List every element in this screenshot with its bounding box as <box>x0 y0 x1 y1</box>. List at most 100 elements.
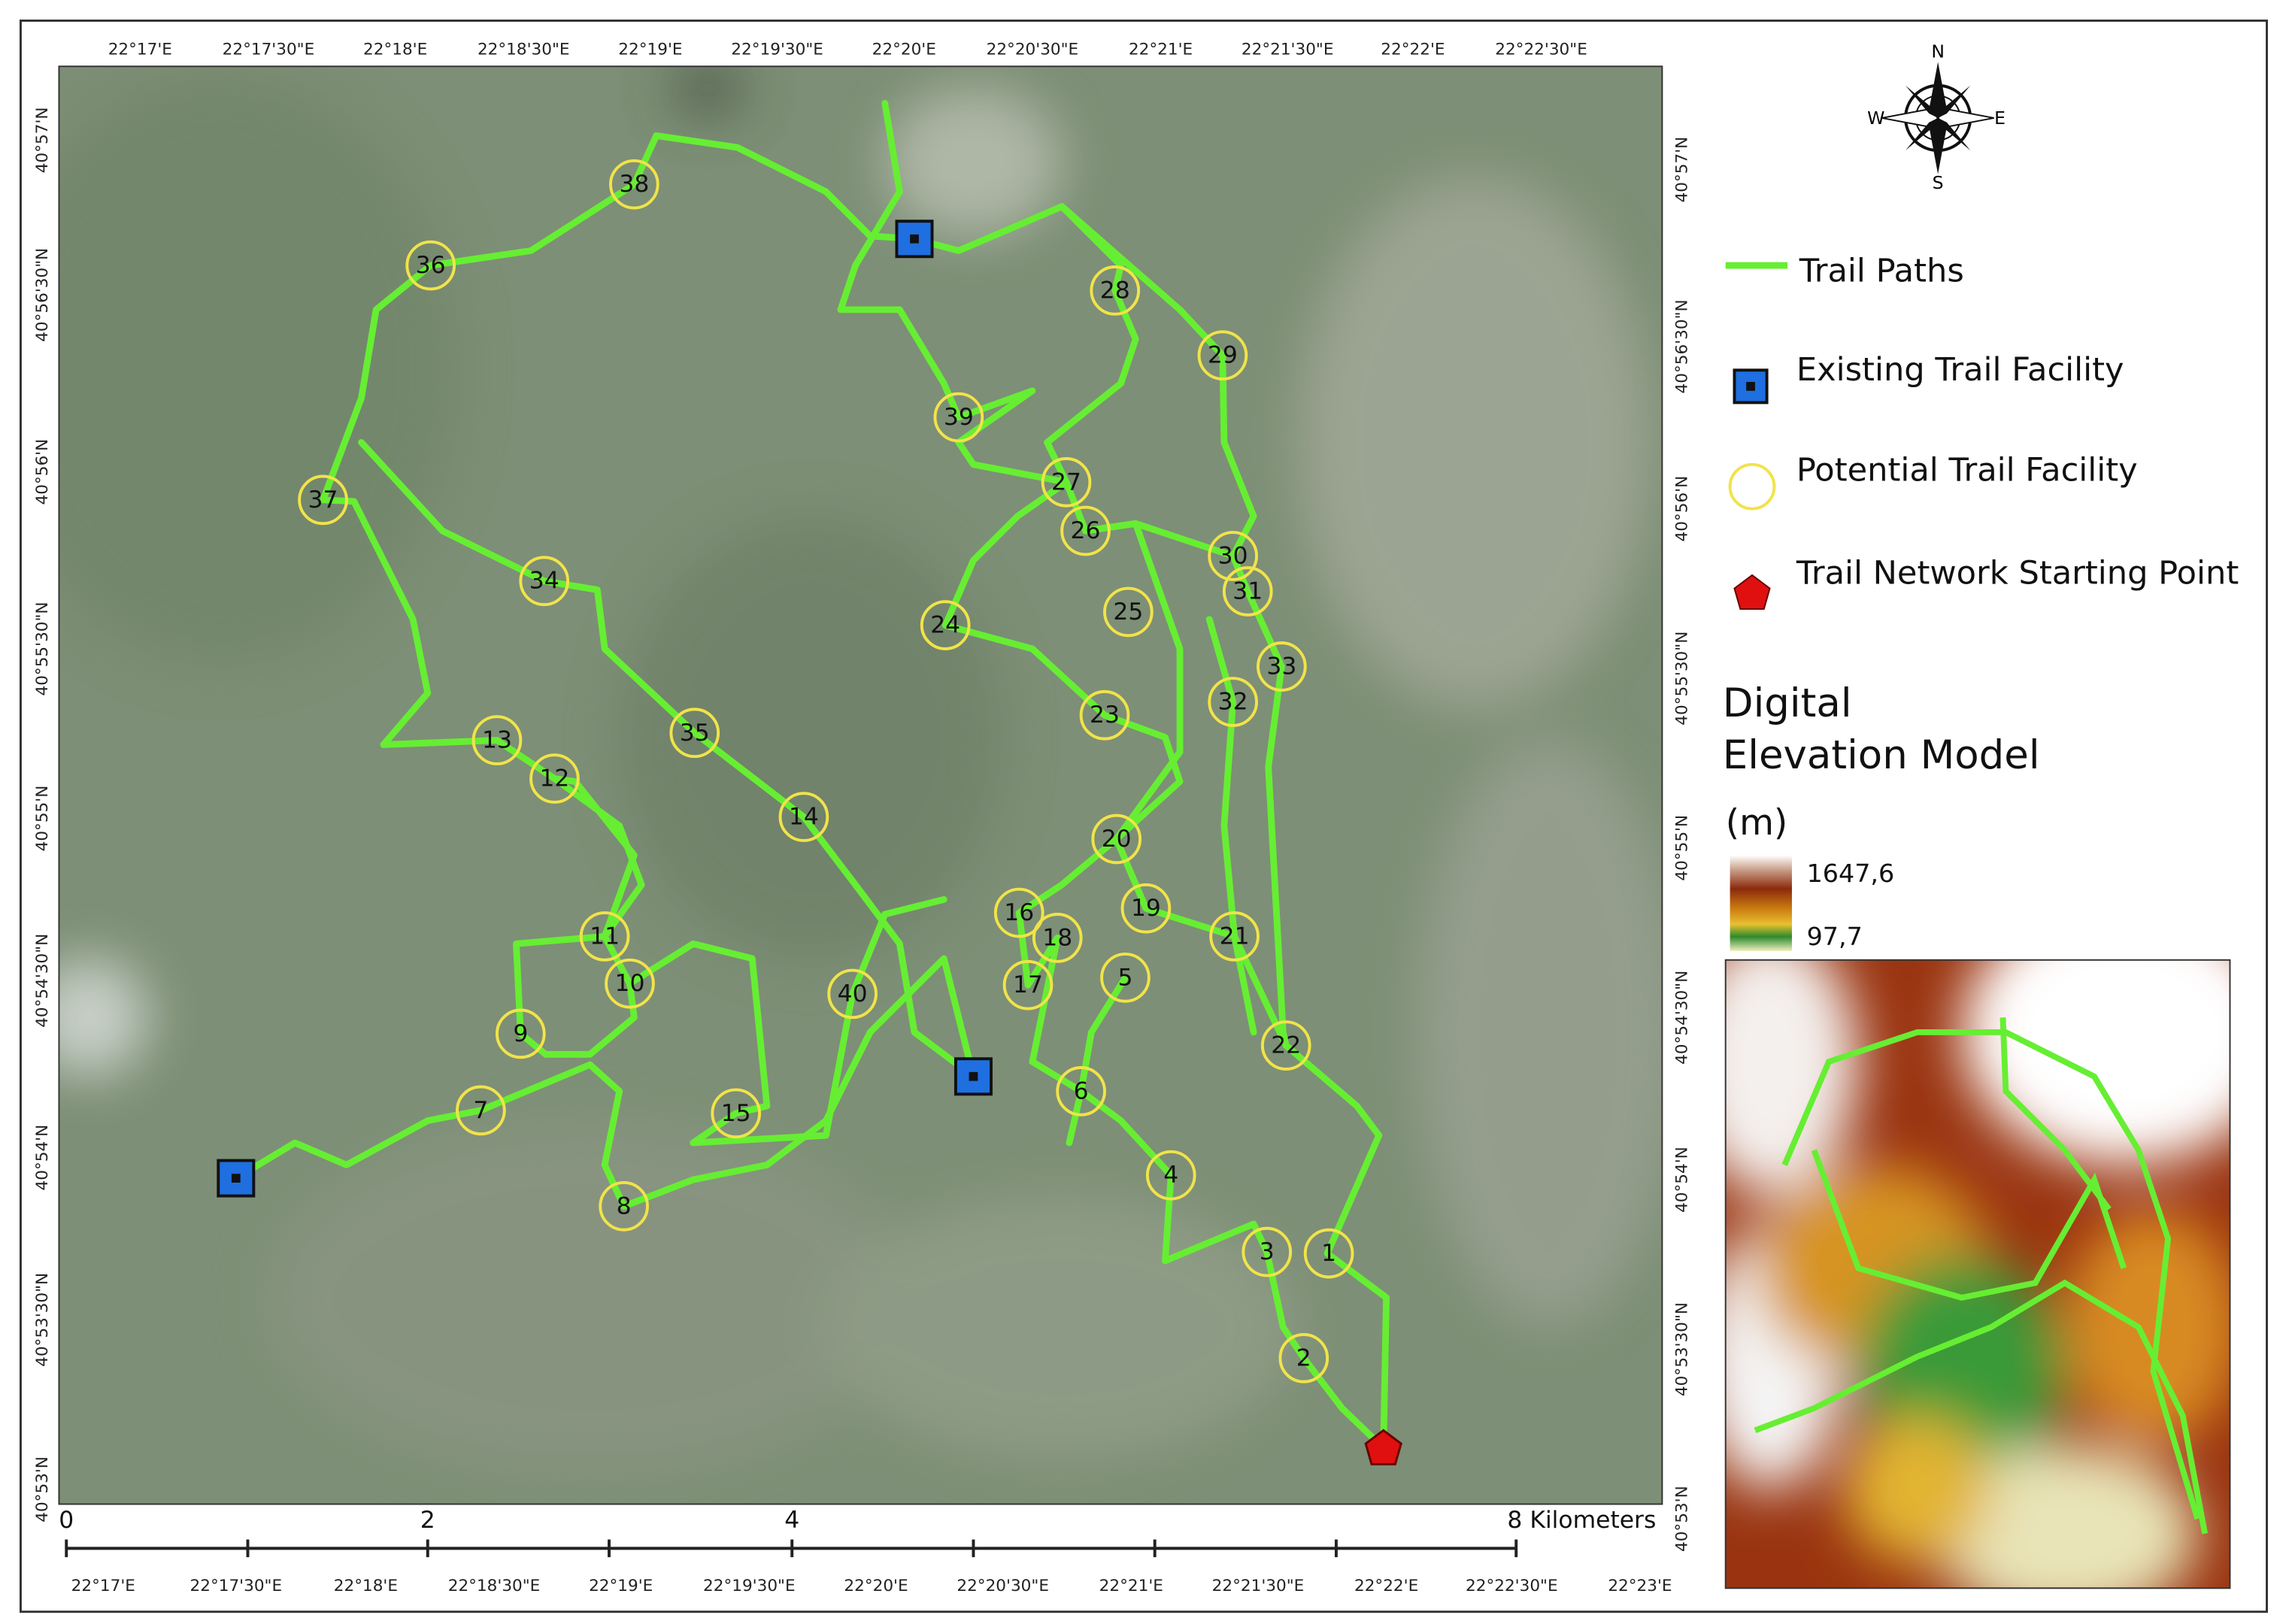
existing-facility <box>895 220 934 259</box>
facility-label: 7 <box>473 1097 488 1124</box>
dem-title-box: Digital Elevation Model <box>1723 681 2040 778</box>
bottom-coordinate: 22°21'30"E <box>1212 1577 1305 1595</box>
dem-max: 1647,6 <box>1807 859 1895 888</box>
top-coordinate: 22°21'30"E <box>1242 41 1334 59</box>
trail-path <box>837 99 1070 486</box>
scale-label: 0 <box>59 1507 74 1534</box>
facility-label: 36 <box>416 252 446 279</box>
facility-label: 6 <box>1074 1077 1089 1104</box>
left-coordinate: 40°54'N <box>33 1125 52 1191</box>
trail-network <box>232 99 1390 1452</box>
facility-label: 12 <box>539 765 569 792</box>
left-coordinate: 40°56'30"N <box>33 248 52 342</box>
facility-marker <box>1091 814 1142 865</box>
satellite-image <box>59 66 1663 1504</box>
left-coordinate: 40°55'30"N <box>33 601 52 695</box>
facility-marker <box>456 1085 506 1136</box>
map-border <box>58 65 1663 1505</box>
facility-marker <box>1242 1226 1293 1277</box>
trail-path <box>513 775 645 1038</box>
bottom-coordinate: 22°20'30"E <box>957 1577 1049 1595</box>
bottom-coordinate: 22°22'30"E <box>1466 1577 1558 1595</box>
top-coordinate: 22°21'E <box>1129 41 1193 59</box>
top-coordinate: 22°20'30"E <box>987 41 1079 59</box>
facility-label: 2 <box>1296 1344 1311 1371</box>
facility-marker <box>1145 1150 1196 1201</box>
trail-path <box>1066 974 1129 1147</box>
bottom-coordinate: 22°20'E <box>844 1577 908 1595</box>
facility-label: 15 <box>721 1100 751 1127</box>
top-coordinate: 22°22'30"E <box>1495 41 1587 59</box>
trail-path <box>911 203 1390 1452</box>
top-coordinate: 22°22'E <box>1381 41 1445 59</box>
facility-marker <box>579 911 630 962</box>
bottom-coordinate: 22°18'E <box>334 1577 398 1595</box>
facility-marker <box>1056 1066 1106 1116</box>
facility-marker <box>1208 677 1258 727</box>
facility-label: 22 <box>1271 1032 1301 1059</box>
existing-facility <box>217 1159 256 1198</box>
right-coordinate: 40°55'30"N <box>1673 632 1692 726</box>
top-coordinate: 22°18'E <box>363 41 427 59</box>
facility-label: 30 <box>1218 542 1248 569</box>
bottom-coordinate: 22°18'30"E <box>448 1577 541 1595</box>
bottom-coordinate: 22°19'E <box>589 1577 653 1595</box>
facility-label: 27 <box>1051 468 1081 495</box>
trail-path <box>1205 616 1257 1036</box>
left-coordinate: 40°55'N <box>33 786 52 852</box>
facility-marker <box>495 1008 546 1059</box>
right-coordinate: 40°54'30"N <box>1673 971 1692 1065</box>
left-coordinate: 40°53'30"N <box>33 1273 52 1367</box>
facility-label: 26 <box>1071 517 1101 544</box>
facility-label: 9 <box>513 1020 528 1047</box>
facility-label: 31 <box>1232 577 1263 604</box>
facility-label: 18 <box>1042 924 1072 951</box>
facility-label: 19 <box>1131 895 1161 922</box>
scale-label: 8 Kilometers <box>1507 1507 1656 1534</box>
facility-marker <box>1041 457 1092 508</box>
facility-marker <box>1079 689 1130 741</box>
facility-marker <box>1060 505 1111 556</box>
scale-bar: 0 2 4 8 Kilometers <box>59 1507 1656 1558</box>
facility-label: 40 <box>838 980 868 1007</box>
left-coordinate: 40°57'N <box>33 107 52 173</box>
facility-label: 4 <box>1163 1162 1178 1189</box>
bottom-coordinate: 22°17'30"E <box>190 1577 283 1595</box>
start-point <box>1364 1429 1402 1466</box>
trail-path <box>941 478 1387 1452</box>
right-coordinate: 40°53'30"N <box>1673 1302 1692 1396</box>
legend-item: Trail Network Starting Point <box>1796 555 2239 592</box>
right-coordinate: 40°56'N <box>1673 476 1692 542</box>
facility-label: 25 <box>1113 598 1143 626</box>
facility-label: 5 <box>1117 964 1132 991</box>
compass-east: E <box>1994 108 2006 129</box>
facility-label: 17 <box>1013 971 1043 998</box>
facility-marker <box>933 392 984 443</box>
trail-path <box>1082 520 1290 1049</box>
facility-label: 32 <box>1218 689 1248 716</box>
facility-marker <box>1208 531 1258 581</box>
facility-marker <box>778 792 829 842</box>
facility-marker <box>1103 586 1154 638</box>
top-coordinate: 22°17'30"E <box>223 41 315 59</box>
coordinate-labels: 22°17'E 22°17'30"E 22°18'E 22°18'30"E 22°19'… <box>33 41 1692 1596</box>
dem-unit: (m) <box>1726 802 1788 844</box>
facility-label: 11 <box>590 923 620 950</box>
legend-item: Trail Paths <box>1799 253 1964 290</box>
dem-border <box>1724 959 2231 1589</box>
facility-marker <box>1278 1333 1329 1383</box>
facility-marker <box>1032 913 1083 963</box>
facility-marker <box>605 958 655 1009</box>
existing-facilities <box>217 220 993 1198</box>
legend-potential-symbol <box>1728 462 1776 511</box>
facility-marker <box>529 753 580 804</box>
left-coordinate: 40°54'30"N <box>33 934 52 1028</box>
facility-label: 13 <box>482 727 512 754</box>
facility-label: 23 <box>1090 701 1120 729</box>
facility-marker <box>1002 959 1054 1010</box>
bottom-coordinate: 22°23'E <box>1608 1577 1672 1595</box>
scale-label: 2 <box>420 1507 435 1534</box>
